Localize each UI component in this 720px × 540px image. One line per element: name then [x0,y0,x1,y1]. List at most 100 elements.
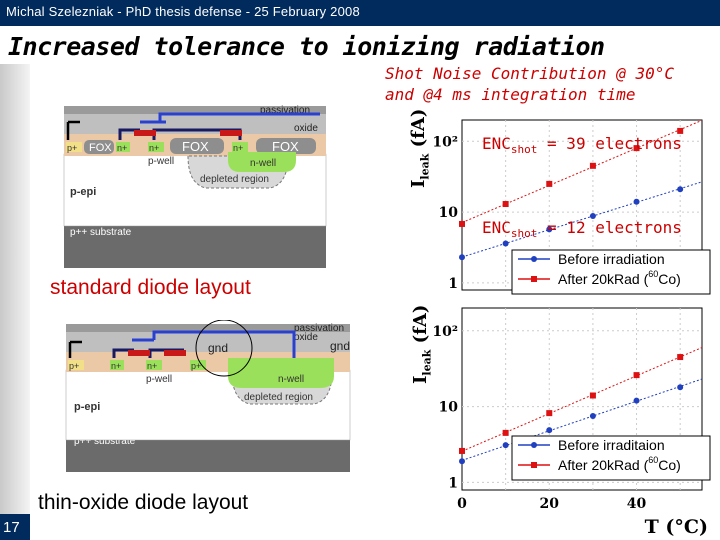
thin-oxide-diode-diagram: p++ substrate p-epi passivation oxide gn… [64,320,352,472]
y-label-sub: leak [420,349,434,376]
nplus-3 [232,142,248,152]
top-metal [132,330,296,358]
substrate-label: p++ substrate [74,436,136,447]
data-point-before [502,240,509,247]
pplus-2 [190,360,206,370]
y-axis-label-top: Ileak (fA) [408,109,432,188]
x-tick-label: 20 [540,496,560,512]
legend-marker-after [531,276,537,282]
pwell-label: p-well [148,156,174,167]
sidebar-footer [0,514,30,540]
data-point-before [633,198,640,205]
data-point-after [677,354,684,361]
enc-bottom-sub: shot [510,227,538,241]
y-label-main: I [410,375,431,384]
data-point-before [459,254,465,261]
fox-2-label: FOX [182,139,209,154]
legend-label: Before irraditaion [558,437,665,453]
data-point-before [677,186,684,193]
note-line-1: Shot Noise Contribution @ 30°C [385,64,674,83]
data-point-before [502,442,509,449]
passivation-label: passivation [260,105,310,116]
enc-bottom-prefix: ENC [482,218,511,237]
slide-number: 17 [3,519,20,536]
enc-top-prefix: ENC [482,134,511,153]
y-tick-label: 10 [439,400,459,416]
nplus-1 [116,142,130,152]
gate-1 [128,350,150,356]
nplus-3-label: n+ [233,143,243,153]
data-point-after [546,180,553,187]
nwell-label: n-well [250,158,276,169]
nwell-label: n-well [278,374,304,385]
standard-diode-diagram: p++ substrate p-epi passivation oxide FO… [60,100,330,270]
legend-label: After 20kRad (60Co) [558,269,681,287]
enc-bottom-suffix: = 12 electrons [537,218,682,237]
x-tick-label: 40 [627,496,647,512]
legend-label: After 20kRad (60Co) [558,455,681,473]
legend-tail: Co) [658,457,681,473]
data-point-after [459,447,465,454]
passivation-layer [66,324,350,332]
legend-marker-after [531,462,537,468]
x-tick-label: 0 [457,496,467,512]
nplus-2 [148,142,164,152]
passivation-layer [64,106,326,114]
data-point-after [633,372,640,379]
gnd-label-2: gnd [330,339,350,353]
top-metal [140,112,320,124]
y-tick-label: 10² [432,134,458,150]
legend-sup: 60 [648,455,658,465]
slide-title: Increased tolerance to ionizing radiatio… [8,32,605,61]
fit-line-0 [461,181,703,258]
data-point-after [589,162,596,169]
pepi-label: p-epi [74,401,100,413]
legend-marker-before [531,256,537,262]
gate-2 [220,130,242,136]
gate-2 [164,350,186,356]
y-label-unit: (fA) [410,304,431,350]
thin-oxide-layout-caption: thin-oxide diode layout [38,491,249,514]
data-point-after [459,220,465,227]
x-axis-label: T (°C) [644,516,708,538]
y-label-main: I [408,179,429,188]
standard-layout-caption: standard diode layout [50,276,251,299]
nplus-1 [110,360,124,370]
passivation-label: passivation [294,323,344,334]
fit-line-1 [461,119,703,224]
header-bar: Michal Szelezniak - PhD thesis defense -… [0,0,720,26]
data-point-after [633,145,640,152]
enc-top-sub: shot [510,143,538,157]
shot-noise-note: Shot Noise Contribution @ 30°C and @4 ms… [385,63,674,105]
data-point-after [589,392,596,399]
legend-marker-before [531,442,537,448]
pplus-1 [68,360,84,370]
data-point-before [589,413,596,420]
highlight-circle [195,320,253,377]
pplus-region [66,142,82,152]
legend-sup: 60 [648,269,658,279]
oxide-label: oxide [294,123,318,134]
depleted-label: depleted region [200,174,269,185]
gnd-label-1: gnd [208,341,228,355]
data-point-before [633,397,640,404]
legend-label: Before irradiation [558,251,665,267]
data-point-before [459,458,465,465]
y-tick-label: 1 [448,276,458,292]
nplus-2-label: n+ [149,143,159,153]
depleted-label: depleted region [244,392,313,403]
fit-line-1 [461,347,703,452]
data-point-before [677,384,684,391]
enc-top-suffix: = 39 electrons [537,134,682,153]
enc-top: ENCshot = 39 electrons [482,134,682,156]
leakage-plot-top: 10² 10 1 Before irradiation After 20kRad (60… [432,119,711,295]
data-point-after [502,201,509,208]
gate-1 [134,130,156,136]
substrate-layer [64,226,326,268]
oxide-layer [66,332,350,352]
pepi-label: p-epi [70,186,96,198]
y-label-sub: leak [418,153,432,180]
pplus-1-label: p+ [69,361,79,371]
data-point-before [589,213,596,220]
fox-3 [256,138,316,154]
